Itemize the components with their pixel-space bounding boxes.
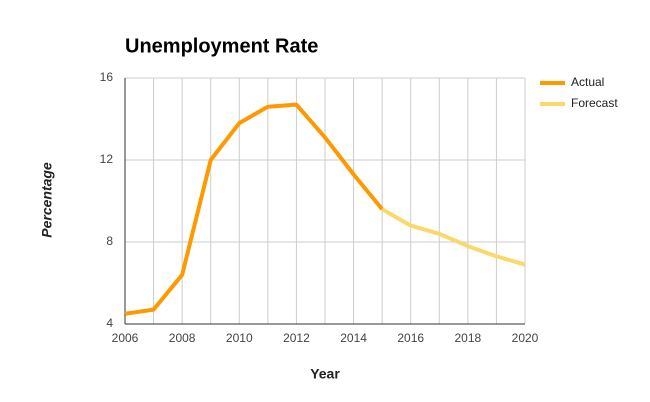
y-axis-label: Percentage [39, 162, 55, 238]
chart-title: Unemployment Rate [125, 35, 318, 57]
y-tick-label: 12 [100, 152, 114, 166]
legend-label: Actual [571, 75, 604, 89]
x-tick-label: 2008 [169, 331, 196, 345]
legend-label: Forecast [571, 96, 618, 110]
series-line [124, 102, 384, 316]
x-axis-label: Year [310, 366, 340, 382]
x-tick-label: 2014 [340, 331, 367, 345]
y-tick-label: 8 [106, 234, 113, 248]
x-tick-label: 2016 [397, 331, 424, 345]
x-tick-label: 2006 [112, 331, 139, 345]
x-tick-label: 2012 [283, 331, 310, 345]
y-tick-label: 16 [100, 70, 114, 84]
x-tick-label: 2018 [455, 331, 482, 345]
series-line [381, 207, 526, 267]
x-tick-label: 2020 [512, 331, 539, 345]
y-tick-label: 4 [106, 316, 113, 330]
x-tick-label: 2010 [226, 331, 253, 345]
